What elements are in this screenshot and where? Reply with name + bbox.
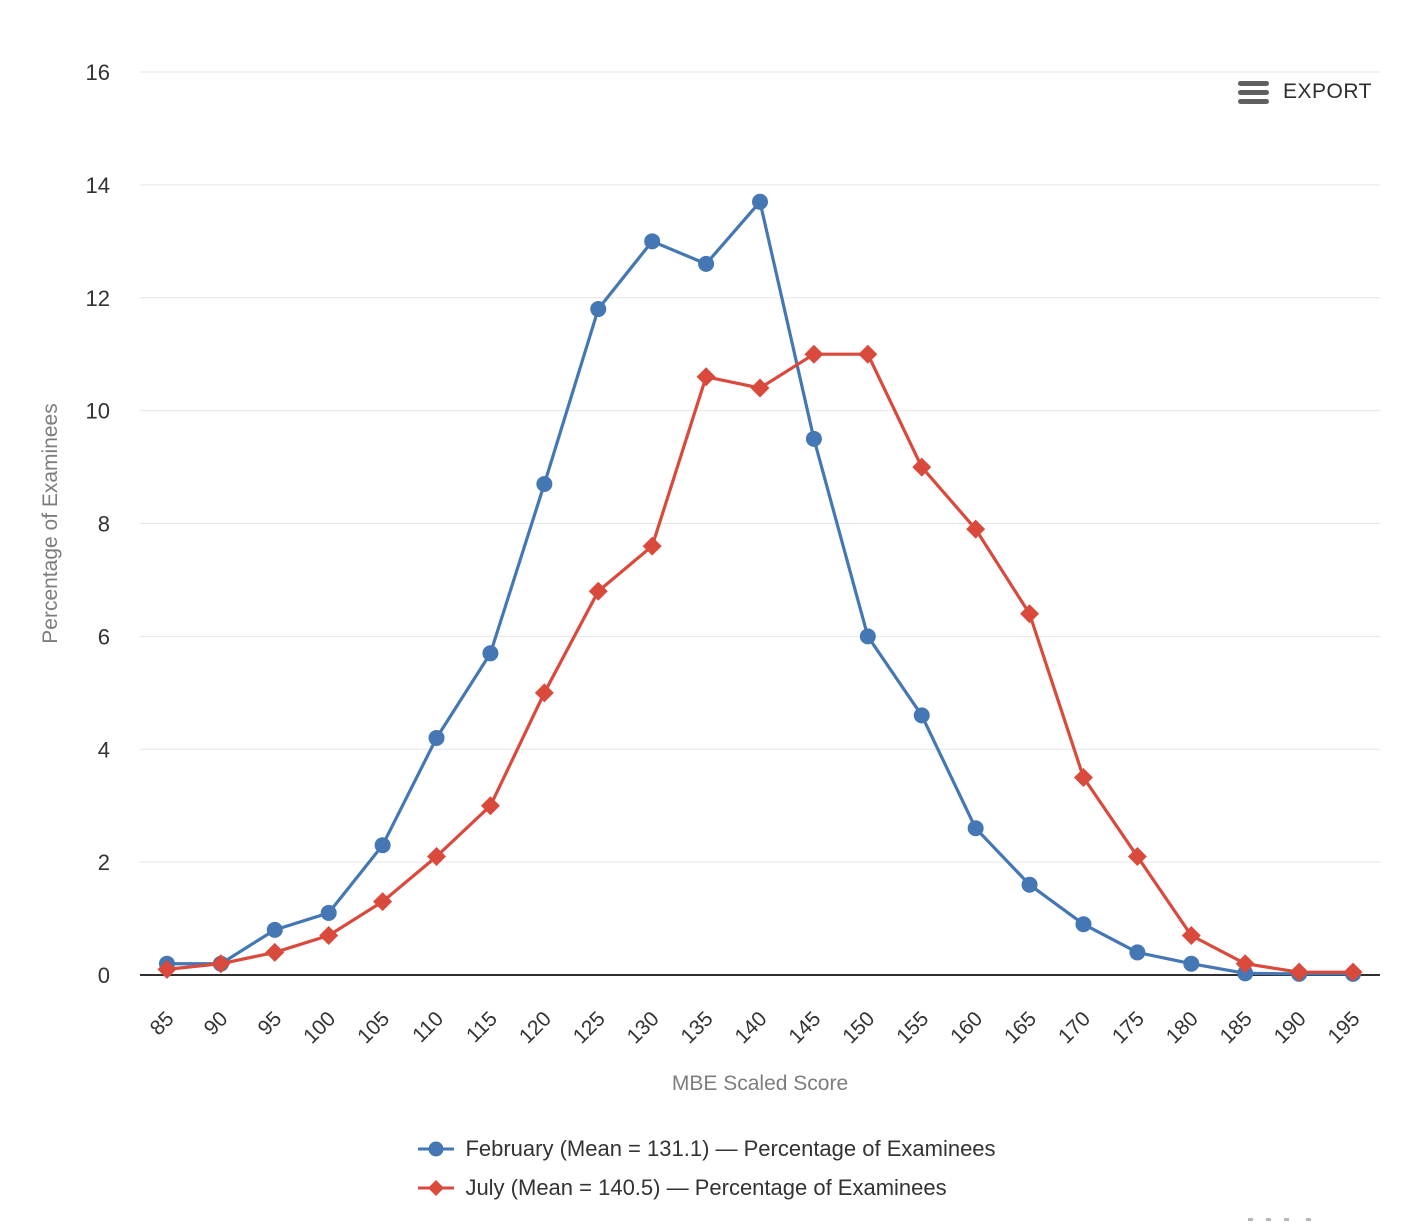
series-line[interactable] bbox=[165, 352, 1355, 974]
data-point-marker[interactable] bbox=[1237, 965, 1254, 982]
data-point-marker[interactable] bbox=[374, 837, 391, 854]
series-july[interactable] bbox=[157, 344, 1363, 982]
export-button[interactable]: EXPORT bbox=[1236, 78, 1374, 106]
x-tick-label: 190 bbox=[1270, 1007, 1311, 1048]
data-point-marker[interactable] bbox=[913, 707, 930, 724]
data-point-marker[interactable] bbox=[967, 820, 984, 837]
data-point-marker[interactable] bbox=[265, 942, 285, 962]
data-point-marker[interactable] bbox=[1181, 925, 1201, 945]
data-point-marker[interactable] bbox=[1289, 962, 1309, 982]
clipped-credits bbox=[1244, 1218, 1364, 1226]
x-tick-label: 130 bbox=[623, 1007, 664, 1048]
data-point-marker[interactable] bbox=[1183, 955, 1200, 972]
legend-label-july: July (Mean = 140.5) — Percentage of Exam… bbox=[465, 1175, 947, 1200]
x-tick-label: 165 bbox=[1000, 1007, 1041, 1048]
series-february[interactable] bbox=[158, 193, 1362, 982]
data-point-marker[interactable] bbox=[266, 921, 283, 938]
y-axis-labels: 0 2 4 6 8 10 12 14 16 bbox=[86, 60, 110, 988]
legend-label-february: February (Mean = 131.1) — Percentage of … bbox=[465, 1136, 996, 1161]
y-tick-label: 16 bbox=[86, 60, 110, 85]
data-point-marker[interactable] bbox=[534, 683, 554, 703]
data-point-marker[interactable] bbox=[1020, 604, 1040, 624]
x-tick-label: 170 bbox=[1054, 1007, 1095, 1048]
x-tick-label: 180 bbox=[1162, 1007, 1203, 1048]
july-legend-marker-icon bbox=[418, 1179, 455, 1196]
data-point-marker[interactable] bbox=[1343, 962, 1363, 982]
data-point-marker[interactable] bbox=[480, 796, 500, 816]
data-point-marker[interactable] bbox=[1235, 954, 1255, 974]
y-tick-label: 14 bbox=[86, 173, 110, 198]
x-tick-label: 135 bbox=[677, 1007, 718, 1048]
data-point-marker[interactable] bbox=[1021, 876, 1038, 893]
x-tick-label: 110 bbox=[408, 1007, 448, 1047]
data-point-marker[interactable] bbox=[1127, 846, 1147, 866]
x-tick-label: 100 bbox=[299, 1007, 340, 1048]
data-point-marker[interactable] bbox=[482, 645, 499, 662]
february-legend-marker-icon bbox=[418, 1141, 455, 1156]
data-point-marker[interactable] bbox=[966, 519, 986, 539]
x-tick-label: 185 bbox=[1216, 1007, 1257, 1048]
data-point-marker[interactable] bbox=[750, 378, 770, 398]
data-point-marker[interactable] bbox=[1073, 767, 1093, 787]
data-point-marker[interactable] bbox=[373, 892, 393, 912]
x-tick-label: 150 bbox=[838, 1007, 879, 1048]
x-tick-label: 195 bbox=[1324, 1007, 1365, 1048]
y-tick-label: 4 bbox=[98, 737, 110, 762]
data-point-marker[interactable] bbox=[590, 301, 607, 318]
x-tick-label: 145 bbox=[784, 1007, 825, 1048]
legend-item-july[interactable]: July (Mean = 140.5) — Percentage of Exam… bbox=[418, 1171, 947, 1204]
x-tick-label: 125 bbox=[569, 1007, 610, 1048]
x-tick-label: 120 bbox=[515, 1007, 556, 1048]
y-axis-title: Percentage of Examinees bbox=[39, 403, 62, 643]
x-axis-title: MBE Scaled Score bbox=[672, 1072, 848, 1095]
legend: February (Mean = 131.1) — Percentage of … bbox=[0, 1132, 1414, 1204]
data-point-marker[interactable] bbox=[320, 904, 337, 921]
x-tick-label: 95 bbox=[254, 1007, 287, 1040]
data-point-marker[interactable] bbox=[805, 430, 822, 447]
export-label: EXPORT bbox=[1283, 80, 1372, 103]
legend-item-february[interactable]: February (Mean = 131.1) — Percentage of … bbox=[418, 1132, 996, 1165]
y-tick-label: 12 bbox=[86, 286, 110, 311]
x-tick-label: 155 bbox=[892, 1007, 933, 1048]
x-tick-label: 90 bbox=[200, 1007, 233, 1040]
x-tick-label: 175 bbox=[1108, 1007, 1149, 1048]
data-point-marker[interactable] bbox=[804, 344, 824, 364]
x-tick-label: 105 bbox=[353, 1007, 394, 1048]
data-point-marker[interactable] bbox=[859, 628, 876, 645]
data-point-marker[interactable] bbox=[642, 536, 662, 556]
data-point-marker[interactable] bbox=[428, 729, 445, 746]
y-tick-label: 2 bbox=[98, 850, 110, 875]
data-point-marker[interactable] bbox=[1129, 944, 1146, 961]
gridlines bbox=[140, 71, 1380, 863]
x-tick-label: 85 bbox=[146, 1007, 179, 1040]
data-point-marker[interactable] bbox=[698, 255, 715, 272]
data-point-marker[interactable] bbox=[157, 959, 177, 979]
data-point-marker[interactable] bbox=[912, 457, 932, 477]
x-tick-label: 115 bbox=[462, 1007, 502, 1047]
data-point-marker[interactable] bbox=[752, 193, 768, 210]
y-tick-label: 10 bbox=[86, 399, 110, 424]
data-point-marker[interactable] bbox=[319, 925, 339, 945]
y-tick-label: 8 bbox=[98, 512, 110, 537]
data-point-marker[interactable] bbox=[427, 846, 447, 866]
data-point-marker[interactable] bbox=[644, 233, 661, 250]
data-point-marker[interactable] bbox=[858, 344, 878, 364]
data-point-marker[interactable] bbox=[1075, 916, 1092, 933]
data-point-marker[interactable] bbox=[696, 367, 716, 387]
x-tick-label: 160 bbox=[946, 1007, 987, 1048]
export-menu-icon bbox=[1238, 80, 1270, 104]
x-axis-labels: 85 90 95 100 105 110 115 120 125 130 135 140 145 150 1… bbox=[146, 1007, 1365, 1048]
data-point-marker[interactable] bbox=[588, 581, 608, 601]
y-tick-label: 6 bbox=[98, 624, 110, 649]
y-tick-label: 0 bbox=[98, 963, 110, 988]
data-point-marker[interactable] bbox=[211, 954, 231, 974]
x-tick-label: 140 bbox=[730, 1007, 771, 1048]
data-point-marker[interactable] bbox=[536, 475, 553, 492]
series-line[interactable] bbox=[165, 200, 1355, 976]
